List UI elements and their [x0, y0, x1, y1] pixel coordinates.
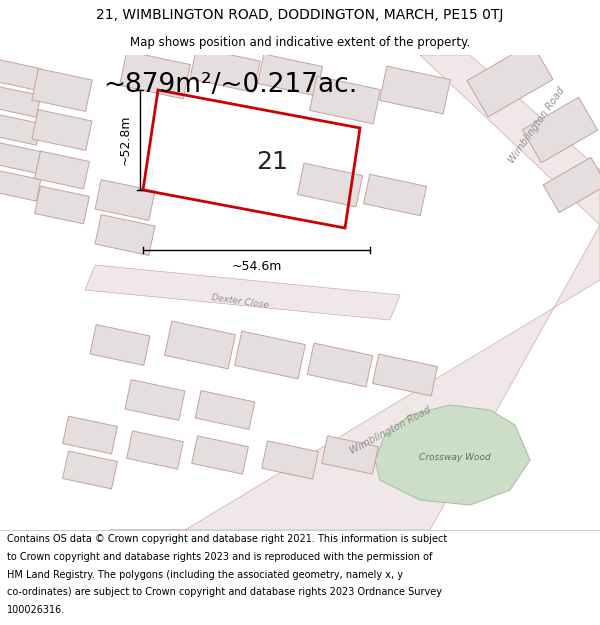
Text: 21: 21 [256, 150, 288, 174]
Polygon shape [190, 48, 260, 92]
Polygon shape [119, 51, 190, 99]
Polygon shape [35, 151, 89, 189]
Text: Contains OS data © Crown copyright and database right 2021. This information is : Contains OS data © Crown copyright and d… [7, 534, 448, 544]
Polygon shape [257, 54, 322, 96]
Text: HM Land Registry. The polygons (including the associated geometry, namely x, y: HM Land Registry. The polygons (includin… [7, 569, 403, 579]
Polygon shape [0, 60, 41, 90]
Polygon shape [32, 69, 92, 111]
Polygon shape [467, 43, 553, 117]
Text: to Crown copyright and database rights 2023 and is reproduced with the permissio: to Crown copyright and database rights 2… [7, 552, 433, 562]
Text: Wimblington Road: Wimblington Road [507, 85, 567, 165]
Polygon shape [0, 143, 41, 173]
Polygon shape [32, 109, 92, 151]
Polygon shape [298, 163, 362, 207]
Polygon shape [307, 343, 373, 387]
Polygon shape [95, 179, 155, 221]
Text: Dexter Close: Dexter Close [211, 294, 269, 311]
Text: 21, WIMBLINGTON ROAD, DODDINGTON, MARCH, PE15 0TJ: 21, WIMBLINGTON ROAD, DODDINGTON, MARCH,… [97, 8, 503, 22]
Polygon shape [62, 451, 118, 489]
Polygon shape [375, 405, 530, 505]
Polygon shape [0, 115, 41, 145]
Polygon shape [164, 321, 235, 369]
Text: Map shows position and indicative extent of the property.: Map shows position and indicative extent… [130, 36, 470, 49]
Text: 100026316.: 100026316. [7, 605, 65, 615]
Polygon shape [322, 436, 379, 474]
Polygon shape [191, 436, 248, 474]
Polygon shape [364, 174, 427, 216]
Polygon shape [62, 416, 118, 454]
Text: co-ordinates) are subject to Crown copyright and database rights 2023 Ordnance S: co-ordinates) are subject to Crown copyr… [7, 588, 442, 598]
Polygon shape [195, 391, 255, 429]
Polygon shape [90, 324, 150, 366]
Polygon shape [373, 354, 437, 396]
Polygon shape [543, 158, 600, 212]
Polygon shape [0, 171, 41, 201]
Polygon shape [85, 265, 400, 320]
Polygon shape [95, 214, 155, 256]
Text: ~54.6m: ~54.6m [232, 260, 281, 273]
Polygon shape [235, 331, 305, 379]
Text: Crossway Wood: Crossway Wood [419, 454, 491, 462]
Polygon shape [310, 76, 380, 124]
Polygon shape [35, 186, 89, 224]
Polygon shape [420, 55, 600, 225]
Polygon shape [523, 98, 598, 162]
Polygon shape [262, 441, 319, 479]
Polygon shape [125, 379, 185, 421]
Polygon shape [0, 87, 41, 117]
Polygon shape [380, 66, 451, 114]
Text: ~52.8m: ~52.8m [119, 115, 132, 165]
Text: Wimblington Road: Wimblington Road [348, 404, 432, 456]
Text: ~879m²/~0.217ac.: ~879m²/~0.217ac. [103, 72, 357, 98]
Polygon shape [110, 225, 600, 530]
Polygon shape [127, 431, 184, 469]
